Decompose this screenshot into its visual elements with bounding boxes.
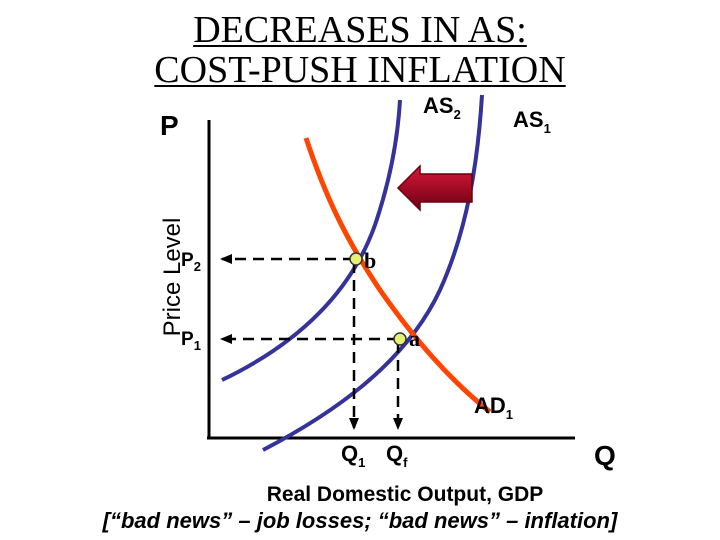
q1-label: Q1 [341,441,365,470]
x-axis-label: Real Domestic Output, GDP [267,483,544,506]
point-b-label: b [364,248,376,273]
as1-label: AS1 [513,107,551,136]
x-axis-letter: Q [594,440,616,471]
chart-title: DECREASES IN AS: COST-PUSH INFLATION [0,10,720,90]
ad1-curve [303,137,492,414]
point-b-marker [349,252,363,266]
shift-left-arrow [396,164,473,212]
p2-label: P2 [181,250,201,274]
ad1-label: AD1 [474,393,513,422]
qf-label: Qf [386,441,408,470]
title-line-1: DECREASES IN AS: [193,9,527,51]
title-line-2: COST-PUSH INFLATION [154,49,566,91]
point-a-label: a [409,326,420,351]
footer-note: [“bad news” – job losses; “bad news” – i… [102,508,618,533]
y-axis-letter: P [160,110,179,141]
point-a-marker [393,332,407,346]
p1-label: P1 [181,329,201,353]
as2-curve [221,99,402,382]
as2-label: AS2 [423,93,461,122]
as1-curve [262,94,484,452]
